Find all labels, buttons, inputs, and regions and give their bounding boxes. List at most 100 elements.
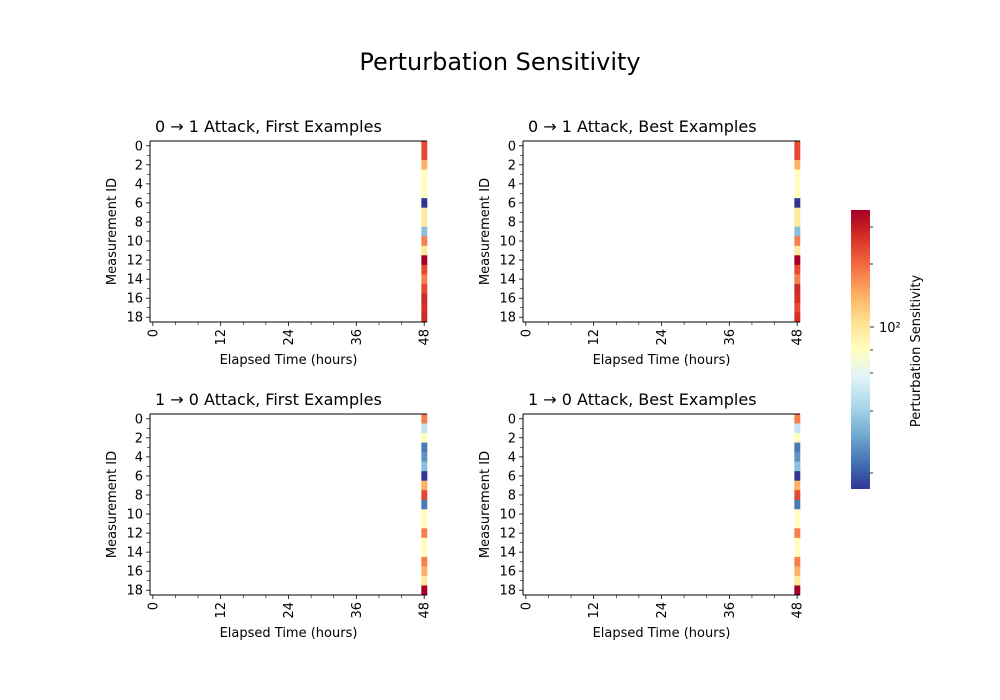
heatmap-cell: [794, 490, 801, 501]
heatmap-cell: [794, 499, 801, 510]
x-tick-label: 24: [282, 602, 297, 619]
y-tick-label: 2: [508, 431, 516, 446]
heatmap-cell: [794, 236, 801, 247]
heatmap-cell: [794, 274, 801, 285]
heatmap-cell: [794, 509, 801, 520]
heatmap-cell: [794, 160, 801, 170]
x-tick-label: 12: [214, 602, 229, 619]
x-tick-label: 36: [350, 602, 365, 619]
heatmap-cell: [421, 245, 428, 256]
heatmap-cell: [794, 433, 801, 443]
heatmap-cell: [421, 585, 428, 596]
figure-title: Perturbation Sensitivity: [359, 48, 640, 76]
heatmap-cell: [794, 461, 801, 472]
heatmap-cell: [421, 236, 428, 247]
heatmap-cell: [794, 302, 801, 313]
y-tick-label: 14: [499, 273, 516, 288]
heatmap-cell: [794, 414, 801, 424]
heatmap-cell: [794, 480, 801, 491]
heatmap-cell: [421, 141, 428, 151]
x-axis-label: Elapsed Time (hours): [220, 353, 358, 368]
heatmap-panel: 0 → 1 Attack, First Examples024681012141…: [105, 117, 433, 368]
y-tick-label: 4: [135, 450, 143, 465]
y-tick-label: 16: [499, 565, 516, 580]
heatmap-cell: [421, 442, 428, 453]
heatmap-cell: [794, 566, 801, 577]
x-tick-label: 48: [791, 329, 806, 346]
heatmap-cell: [794, 312, 801, 323]
x-tick-label: 24: [282, 329, 297, 346]
heatmap-cell: [421, 160, 428, 170]
y-tick-label: 12: [126, 527, 143, 542]
colorbar-gradient: [851, 210, 870, 489]
colorbar-tick-label: 10²: [879, 321, 901, 336]
heatmap-cell: [421, 528, 428, 539]
y-tick-label: 4: [508, 450, 516, 465]
y-tick-label: 0: [508, 412, 516, 427]
y-tick-label: 4: [508, 177, 516, 192]
y-tick-label: 6: [135, 469, 143, 484]
heatmap-panels: 0 → 1 Attack, First Examples024681012141…: [105, 117, 806, 641]
y-tick-label: 12: [499, 254, 516, 269]
y-tick-label: 2: [135, 431, 143, 446]
x-axis-label: Elapsed Time (hours): [220, 626, 358, 641]
x-tick-label: 48: [418, 602, 433, 619]
panel-title: 1 → 0 Attack, Best Examples: [528, 390, 757, 409]
y-tick-label: 0: [135, 412, 143, 427]
y-tick-label: 10: [499, 508, 516, 523]
y-tick-label: 16: [126, 292, 143, 307]
heatmap-cell: [421, 556, 428, 567]
x-tick-label: 24: [655, 602, 670, 619]
heatmap-cell: [421, 537, 428, 548]
heatmap-cell: [421, 461, 428, 472]
heatmap-cell: [421, 169, 428, 180]
panel-title: 1 → 0 Attack, First Examples: [155, 390, 382, 409]
x-tick-label: 0: [519, 602, 534, 610]
x-tick-label: 48: [791, 602, 806, 619]
x-tick-label: 48: [418, 329, 433, 346]
heatmap-cell: [794, 198, 801, 208]
heatmap-cell: [421, 302, 428, 313]
panel-title: 0 → 1 Attack, First Examples: [155, 117, 382, 136]
x-tick-label: 0: [519, 329, 534, 337]
heatmap-cell: [421, 207, 428, 218]
colorbar-minor-ticks: [870, 226, 873, 474]
heatmap-cell: [421, 226, 428, 237]
y-tick-label: 12: [499, 527, 516, 542]
heatmap-cell: [421, 188, 428, 199]
x-tick-label: 12: [587, 329, 602, 346]
y-tick-label: 6: [135, 196, 143, 211]
heatmap-cell: [421, 575, 428, 586]
heatmap-cell: [794, 442, 801, 453]
x-tick-label: 36: [350, 329, 365, 346]
heatmap-cell: [421, 480, 428, 491]
heatmap-cell: [794, 245, 801, 256]
heatmap-cell: [794, 547, 801, 558]
x-tick-label: 24: [655, 329, 670, 346]
y-tick-label: 10: [126, 508, 143, 523]
heatmap-cell: [421, 452, 428, 462]
heatmap-cell: [421, 274, 428, 285]
heatmap-cell: [794, 255, 801, 266]
colorbar: 10² Perturbation Sensitivity: [851, 210, 924, 489]
heatmap-cell: [421, 471, 428, 481]
y-tick-label: 4: [135, 177, 143, 192]
heatmap-cell: [421, 255, 428, 266]
heatmap-cell: [794, 226, 801, 237]
x-tick-label: 36: [723, 329, 738, 346]
plot-area: [150, 414, 427, 595]
heatmap-cell: [794, 150, 801, 161]
heatmap-cell: [421, 293, 428, 304]
x-tick-label: 0: [146, 329, 161, 337]
heatmap-cell: [421, 312, 428, 323]
heatmap-cell: [794, 169, 801, 180]
heatmap-cell: [794, 188, 801, 199]
heatmap-cell: [421, 499, 428, 510]
heatmap-panel: 1 → 0 Attack, Best Examples0246810121416…: [478, 390, 806, 641]
heatmap-panel: 0 → 1 Attack, Best Examples0246810121416…: [478, 117, 806, 368]
heatmap-cell: [421, 518, 428, 529]
plot-area: [523, 414, 800, 595]
x-tick-label: 36: [723, 602, 738, 619]
heatmap-cell: [421, 179, 428, 189]
heatmap-cell: [421, 414, 428, 424]
